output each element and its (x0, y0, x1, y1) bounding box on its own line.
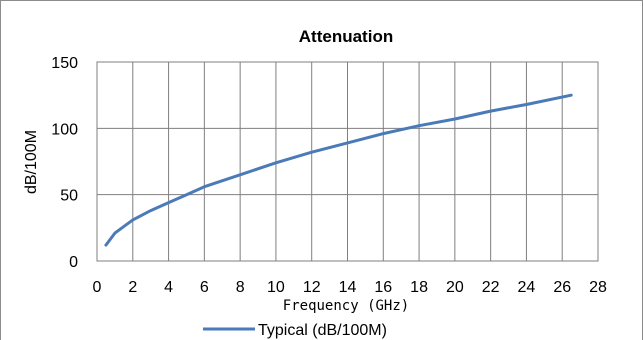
x-axis-label: Frequency (GHz) (283, 298, 409, 314)
series-line (104, 93, 573, 247)
x-tick-label: 26 (553, 279, 571, 296)
x-tick-label: 14 (339, 279, 357, 296)
x-tick-label: 8 (236, 279, 245, 296)
x-tick-label: 18 (410, 279, 428, 296)
x-tick-label: 6 (200, 279, 209, 296)
x-tick-label: 4 (164, 279, 173, 296)
y-tick-label: 100 (51, 121, 78, 138)
x-tick-label: 20 (446, 279, 464, 296)
x-tick-label: 12 (303, 279, 321, 296)
x-tick-label: 24 (518, 279, 536, 296)
x-tick-label: 22 (482, 279, 500, 296)
plot-area (96, 61, 599, 262)
x-tick-label: 16 (374, 279, 392, 296)
y-tick-label: 150 (51, 55, 78, 72)
x-tick-label: 10 (267, 279, 285, 296)
x-tick-label: 28 (589, 279, 607, 296)
legend-label: Typical (dB/100M) (258, 322, 387, 339)
axes (96, 61, 599, 262)
legend: Typical (dB/100M) (203, 322, 387, 339)
y-axis-label: dB/100M (23, 130, 40, 194)
y-tick-label: 0 (69, 254, 78, 271)
grid (96, 61, 599, 262)
y-tick-label: 50 (60, 188, 78, 205)
plot-series (104, 93, 573, 247)
x-tick-label: 2 (128, 279, 137, 296)
chart-title: Attenuation (299, 27, 393, 46)
x-tick-label: 0 (93, 279, 102, 296)
